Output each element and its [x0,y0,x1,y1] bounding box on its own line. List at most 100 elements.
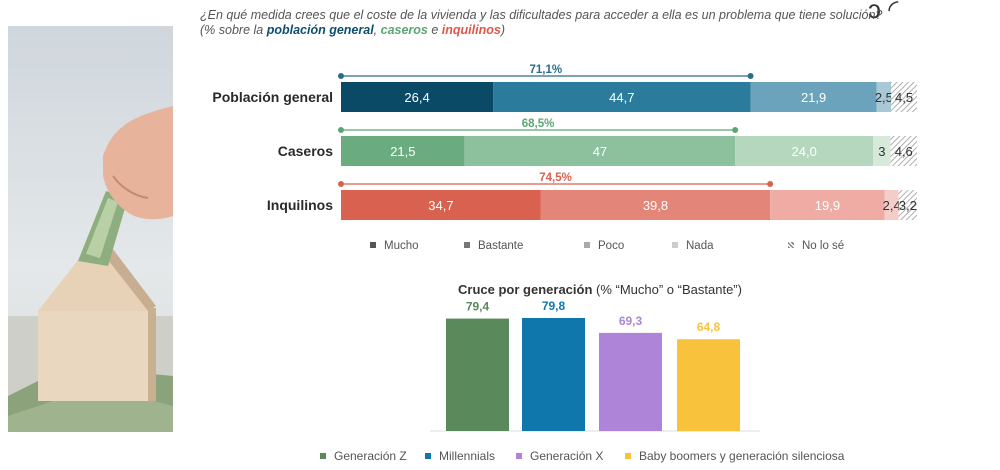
segment-value-label: 2,5 [875,90,893,105]
generation-chart-title: Cruce por generación (% “Mucho” o “Basta… [370,282,830,297]
question-subline: (% sobre la población general, caseros e… [200,23,980,38]
bracket-dot-start [338,127,344,133]
legend-label: Generación X [530,449,604,463]
legend-label: Millennials [439,449,496,463]
bar-segment-nada [876,82,892,112]
legend-item-poco: Poco [584,240,624,252]
question-line: ¿En qué medida crees que el coste de la … [200,8,883,22]
group-inquilinos: inquilinos [441,23,501,37]
generation-title-bold: Cruce por generación [458,282,593,297]
legend-item-nada: Nada [672,240,714,252]
generation-bar-chart: 79,4 79,8 69,3 64,8 [430,299,760,432]
bar-segment-mucho [341,136,465,166]
legend-swatch [320,453,326,459]
question-suffix: ) [500,23,505,37]
legend-label: Generación Z [334,449,407,463]
generation-value-label: 79,8 [542,299,566,313]
legend-label: No lo sé [802,240,845,252]
question-sep1: , [373,23,381,37]
segment-value-label: 26,4 [404,90,429,105]
row-1: Población general 26,4 44,7 21,9 2,5 4,5 71,1% [212,64,917,112]
segment-value-label: 19,9 [815,198,840,213]
row-label: Población general [212,89,333,105]
bar-segment-poco [735,136,874,166]
legend-swatch [625,453,631,459]
generation-value-label: 79,4 [466,300,490,314]
bar-segment-no-lo-sé [898,190,917,220]
legend-swatch [584,242,590,248]
legend-swatch [425,453,431,459]
legend-swatch [464,242,470,248]
legend-swatch [370,242,376,248]
segment-value-label: 4,6 [895,144,913,159]
generation-title-sub: (% “Mucho” o “Bastante”) [592,282,742,297]
segment-value-label: 34,7 [428,198,453,213]
legend-label: Nada [686,240,714,252]
generation-bar [677,339,740,431]
bracket-dot-end [732,127,739,133]
group-caseros: caseros [380,23,428,37]
legend-swatch [672,242,678,248]
bracket-dot-end [767,181,774,187]
segment-value-label: 2,4 [883,198,901,213]
generation-value-label: 69,3 [619,314,643,328]
bracket-dot-start [338,181,344,187]
bar-segment-nada [873,136,891,166]
legend-item-no-lo-s-: No lo sé [788,240,844,252]
bar-segment-no-lo-sé [890,136,917,166]
segment-value-label: 3 [878,144,885,159]
segment-value-label: 24,0 [792,144,817,159]
row-label: Inquilinos [267,197,333,213]
bracket-label: 68,5% [522,118,555,130]
bracket-dot-start [338,73,344,79]
question-prefix: (% sobre la [200,23,267,37]
legend-label: Baby boomers y generación silenciosa [639,449,845,463]
generation-legend-item: Baby boomers y generación silenciosa [625,449,844,463]
generation-legend-item: Generación Z [320,449,407,463]
bar-segment-bastante [540,190,771,220]
photo-hand-house-money [8,26,173,432]
segment-value-label: 4,5 [895,90,913,105]
group-general: población general [266,23,374,37]
generation-legend: Generación Z Millennials Generación X Baby … [320,449,960,465]
segment-value-label: 39,8 [643,198,668,213]
bar-segment-mucho [341,82,494,112]
segment-value-label: 44,7 [609,90,634,105]
bar-segment-bastante [493,82,751,112]
generation-bar [522,318,585,431]
generation-bar [446,318,509,431]
stacked-legend: Mucho Bastante Poco Nada No lo sé [370,240,890,256]
bar-segment-poco [770,190,885,220]
legend-label: Bastante [478,240,524,252]
row-3: Inquilinos 34,7 39,8 19,9 2,43,2 74,5% [267,172,917,220]
photo-illustration [8,106,173,432]
row-label: Caseros [278,143,333,159]
legend-item-bastante: Bastante [464,240,523,252]
bracket-label: 71,1% [529,64,562,76]
legend-swatch [788,242,794,248]
question-sep2: e [427,23,442,37]
segment-value-label: 21,5 [390,144,415,159]
bracket-label: 74,5% [539,172,572,184]
legend-label: Mucho [384,240,419,252]
generation-bar [599,332,662,431]
bar-segment-mucho [341,190,541,220]
row-2: Caseros 21,5 47 24,0 3 4,6 68,5% [278,118,917,166]
question-text: ¿En qué medida crees que el coste de la … [200,8,980,38]
generation-legend-item: Millennials [425,449,495,463]
bracket-dot-end [747,73,754,79]
segment-value-label: 3,2 [899,198,917,213]
stacked-bar-chart: Población general 26,4 44,7 21,9 2,5 4,5 71,1%… [212,64,917,220]
bar-segment-nada [884,190,899,220]
generation-value-label: 64,8 [697,320,721,334]
segment-value-label: 21,9 [801,90,826,105]
bar-segment-no-lo-sé [891,82,917,112]
legend-label: Poco [598,240,625,252]
bar-segment-poco [750,82,877,112]
bar-segment-bastante [464,136,736,166]
generation-legend-item: Generación X [516,449,603,463]
legend-swatch [516,453,522,459]
decorative-glyph: ↄ ◜ [868,0,899,24]
legend-item-mucho: Mucho [370,240,419,252]
